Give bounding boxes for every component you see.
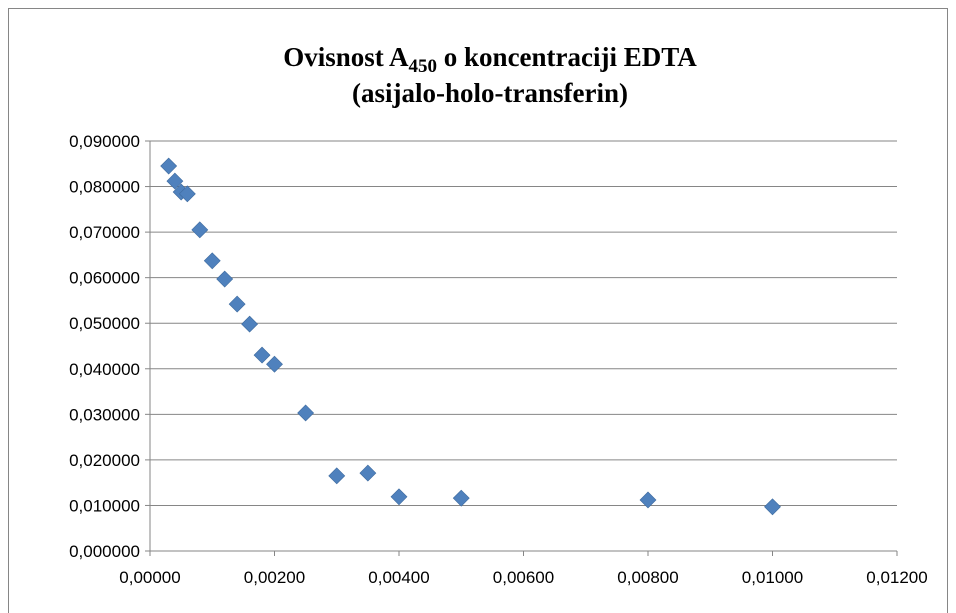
x-tick-label: 0,00400 (368, 568, 429, 587)
x-tick-label: 0,00800 (617, 568, 678, 587)
y-tick-label: 0,050000 (69, 314, 140, 333)
chart-subtitle: (asijalo-holo-transferin) (352, 78, 628, 108)
y-tick-label: 0,020000 (69, 451, 140, 470)
title-part: o koncentraciji EDTA (437, 42, 697, 72)
x-tick-label: 0,01200 (866, 568, 927, 587)
data-point (203, 252, 221, 270)
title-part: Ovisnost A (283, 42, 409, 72)
chart-title: Ovisnost A450 o koncentraciji EDTA (283, 42, 697, 77)
data-point (452, 489, 470, 507)
data-point (297, 404, 315, 422)
data-point (228, 295, 246, 313)
data-point (178, 185, 196, 203)
x-tick-label: 0,00600 (493, 568, 554, 587)
data-point (166, 172, 184, 190)
y-tick-label: 0,000000 (69, 542, 140, 561)
data-point (253, 346, 271, 364)
data-point (390, 488, 408, 506)
y-tick-label: 0,090000 (69, 132, 140, 151)
title-subscript: 450 (409, 56, 438, 77)
x-tick-label: 0,00000 (119, 568, 180, 587)
y-tick-label: 0,080000 (69, 178, 140, 197)
data-point (216, 270, 234, 288)
data-point (191, 221, 209, 239)
data-point (160, 157, 178, 175)
y-tick-label: 0,010000 (69, 496, 140, 515)
data-point (241, 315, 259, 333)
y-tick-label: 0,040000 (69, 360, 140, 379)
data-point (359, 464, 377, 482)
data-point (764, 498, 781, 516)
x-tick-label: 0,01000 (742, 568, 803, 587)
chart-border (8, 8, 948, 613)
y-tick-label: 0,060000 (69, 269, 140, 288)
y-tick-label: 0,070000 (69, 223, 140, 242)
y-tick-label: 0,030000 (69, 405, 140, 424)
x-tick-label: 0,00200 (244, 568, 305, 587)
data-point (266, 355, 283, 373)
data-point (328, 467, 346, 485)
data-point (639, 491, 657, 509)
